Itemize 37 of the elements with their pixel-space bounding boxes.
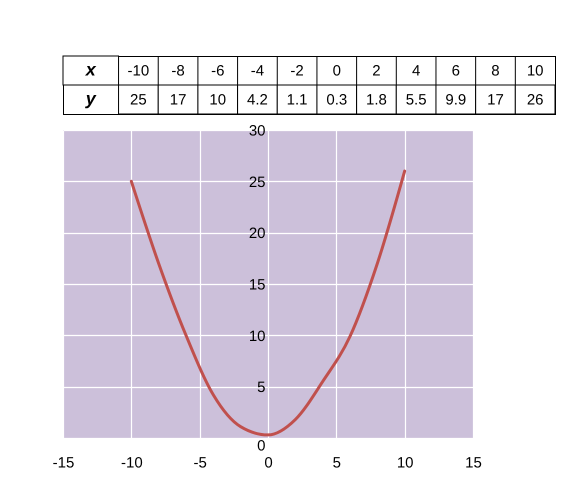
y-tick-label: y [84,88,97,108]
x-axis-title: x [84,60,97,80]
x-tick-label: -5 [193,454,207,472]
y-tick-label: 15 [248,276,266,294]
x-tick-label: -6 [211,62,224,80]
x-tick-label: 8 [491,62,500,80]
data-label: 0.3 [326,92,348,108]
x-tick-label: 6 [452,62,460,80]
x-tick-label: -15 [52,454,74,472]
x-tick-label: -8 [171,62,185,80]
x-tick-label: 10 [526,62,544,80]
data-label: 1.8 [366,92,387,108]
y-tick-label: 25 [248,174,266,191]
x-tick-label: 4 [412,62,420,80]
data-label: 4.2 [246,92,268,108]
x-tick-label: 2 [372,62,381,80]
data-label: 17 [487,92,504,108]
data-label: 5.5 [406,92,427,108]
data-label: 17 [170,92,186,108]
data-label: 25 [130,92,147,108]
x-tick-label: -4 [250,62,264,80]
y-tick-label: 5 [257,379,266,396]
data-label: 9.9 [445,92,466,108]
y-tick-label: 0 [257,438,266,454]
data-label: 26 [526,92,544,108]
x-tick-label: -10 [128,62,150,80]
data-label: 1.1 [286,92,308,108]
x-tick-label: 5 [332,454,342,472]
x-tick-label: 0 [332,62,341,80]
data-label: 10 [209,92,226,108]
x-tick-label: -10 [120,454,143,472]
x-tick-label: -2 [290,62,304,80]
y-tick-label: 10 [248,328,266,345]
y-tick-label: 30 [248,122,266,140]
y-tick-label: 20 [248,225,266,242]
x-tick-label: 10 [396,454,414,472]
x-tick-label: 15 [465,454,482,472]
